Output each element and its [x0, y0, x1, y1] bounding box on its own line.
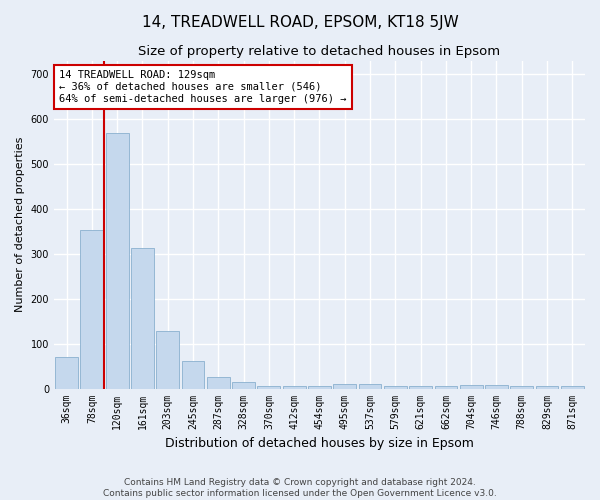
Bar	[257, 386, 280, 388]
Bar	[511, 386, 533, 388]
Bar	[460, 385, 482, 388]
Bar	[157, 331, 179, 388]
Bar	[106, 134, 128, 388]
Bar	[485, 385, 508, 388]
Bar	[561, 386, 584, 388]
Text: 14, TREADWELL ROAD, EPSOM, KT18 5JW: 14, TREADWELL ROAD, EPSOM, KT18 5JW	[142, 15, 458, 30]
Text: 14 TREADWELL ROAD: 129sqm
← 36% of detached houses are smaller (546)
64% of semi: 14 TREADWELL ROAD: 129sqm ← 36% of detac…	[59, 70, 347, 104]
Bar	[334, 384, 356, 388]
Bar	[536, 386, 559, 388]
Bar	[80, 230, 103, 388]
Bar	[409, 386, 432, 388]
Bar	[359, 384, 382, 388]
Bar	[182, 360, 205, 388]
Bar	[384, 386, 407, 388]
Title: Size of property relative to detached houses in Epsom: Size of property relative to detached ho…	[139, 45, 500, 58]
Bar	[131, 248, 154, 388]
Y-axis label: Number of detached properties: Number of detached properties	[15, 137, 25, 312]
Bar	[283, 386, 305, 388]
Bar	[207, 378, 230, 388]
Bar	[55, 357, 78, 388]
Bar	[434, 386, 457, 388]
Text: Contains HM Land Registry data © Crown copyright and database right 2024.
Contai: Contains HM Land Registry data © Crown c…	[103, 478, 497, 498]
X-axis label: Distribution of detached houses by size in Epsom: Distribution of detached houses by size …	[165, 437, 474, 450]
Bar	[232, 382, 255, 388]
Bar	[308, 386, 331, 388]
